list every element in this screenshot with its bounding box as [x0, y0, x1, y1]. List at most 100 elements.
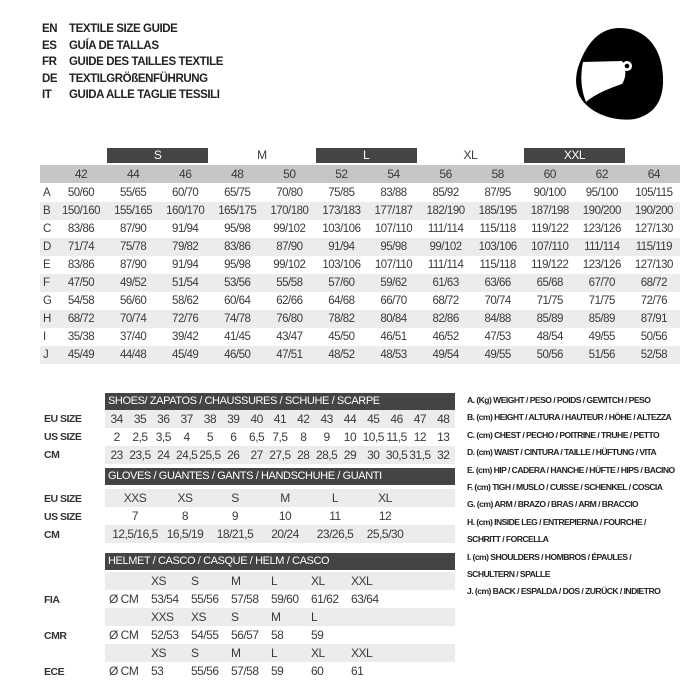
table-cell: 115/119: [635, 241, 673, 253]
table-cell: 74/78: [224, 313, 251, 325]
table-cell: 48/52: [328, 349, 355, 361]
table-cell: 99/102: [273, 259, 306, 271]
table-cell: 84/88: [484, 313, 512, 325]
shoe-cell: 45: [367, 412, 380, 426]
helmet-value: 63/64: [351, 592, 379, 606]
row-key: J: [43, 349, 49, 361]
table-cell: 119/122: [531, 223, 569, 235]
shoe-cell: 4: [183, 430, 191, 444]
size-group-xxl: XXL: [523, 148, 626, 163]
row-key: B: [43, 205, 51, 217]
helmet-value-row: Ø CM 53 55/56 57/58 59 60 61: [105, 662, 455, 680]
table-cell: 60/64: [224, 295, 251, 307]
shoe-cell: 10: [343, 430, 357, 444]
title-de: DE TEXTILGRÖßENFÜHRUNG: [42, 71, 223, 88]
table-cell: 47/50: [67, 277, 95, 289]
helmet-size: XS: [151, 646, 167, 660]
legend-item: SCHULTERN / SPALLE: [467, 569, 550, 580]
legend-item: SCHRITT / FORCELLA: [467, 534, 549, 545]
title-text: TEXTILE SIZE GUIDE: [69, 23, 178, 35]
size-group-l: L: [315, 148, 417, 163]
glove-cell: M: [280, 491, 290, 505]
table-cell: 99/102: [273, 223, 306, 235]
size-number: 46: [179, 167, 192, 181]
shoe-cell: 42: [297, 412, 310, 426]
table-cell: 50/56: [640, 331, 668, 343]
table-cell: 83/88: [380, 187, 407, 199]
table-cell: 103/106: [322, 223, 361, 235]
legend-item: H. (cm) INSIDE LEG / ENTREPIERNA / FOURC…: [467, 516, 646, 527]
shoe-cell: 9: [323, 430, 331, 444]
legend-item: J. (cm) BACK / ESPALDA / DOS / ZURÜCK / …: [467, 586, 661, 597]
table-cell: 49/54: [432, 349, 459, 361]
table-cell: 107/110: [374, 259, 413, 271]
legend-item: E. (cm) HIP / CADERA / HANCHE / HÜFTE / …: [467, 464, 675, 475]
table-cell: 170/180: [270, 205, 309, 217]
table-cell: 45/50: [328, 331, 355, 343]
table-cell: 103/106: [322, 259, 361, 271]
table-cell: 47/53: [484, 331, 512, 343]
table-cell: 50/56: [536, 349, 564, 361]
table-cell: 51/54: [172, 277, 199, 289]
table-cell: 111/114: [584, 241, 620, 253]
table-cell: 58/62: [172, 295, 199, 307]
row-label: CM: [44, 449, 60, 461]
table-cell: 70/74: [119, 313, 147, 325]
gloves-header: GLOVES / GUANTES / GANTS / HANDSCHUHE / …: [105, 468, 455, 485]
shoe-cell: 6,5: [249, 430, 265, 444]
helmet-size: XXL: [351, 646, 373, 660]
table-cell: 182/190: [426, 205, 466, 217]
row-key: I: [43, 331, 46, 343]
table-cell: 75/78: [119, 241, 147, 253]
row-label: EU SIZE: [44, 413, 82, 425]
table-cell: 41/45: [224, 331, 251, 343]
helmet-value: 59: [271, 664, 284, 678]
table-cell: 87/90: [119, 223, 147, 235]
table-cell: 57/60: [328, 277, 355, 289]
shoe-cell: 13: [437, 430, 450, 444]
row-key: D: [43, 241, 51, 253]
shoe-cell: 48: [437, 412, 450, 426]
legend-item: G. (cm) ARM / BRAZO / BRAS / ARM / BRACC…: [467, 499, 639, 510]
helmet-value: 61: [351, 664, 364, 678]
table-cell: 61/63: [432, 277, 459, 289]
size-number: 42: [74, 167, 88, 181]
table-cell: 127/130: [634, 223, 674, 235]
table-cell: 82/86: [432, 313, 459, 325]
shoe-cell: 28: [297, 448, 310, 462]
helmet-value: 60: [311, 664, 324, 678]
lang-code: ES: [42, 39, 57, 52]
table-cell: 49/55: [588, 331, 616, 343]
shoe-cell: 38: [203, 412, 217, 426]
helmet-value: 53/54: [151, 592, 179, 606]
table-cell: 187/198: [530, 205, 570, 217]
title-it: IT GUIDA ALLE TAGLIE TESSILI: [42, 87, 223, 104]
table-cell: 76/80: [276, 313, 303, 325]
shoe-cell: 6: [230, 430, 237, 444]
table-cell: 65/68: [536, 277, 564, 289]
table-cell: 70/80: [276, 187, 303, 199]
row-label: CM: [44, 529, 60, 541]
table-cell: 90/100: [533, 187, 567, 199]
shoe-cell: 24: [157, 448, 170, 462]
table-cell: 155/165: [114, 205, 153, 217]
table-cell: 35/38: [67, 331, 95, 343]
table-cell: 190/200: [634, 205, 674, 217]
lang-code: FR: [42, 56, 57, 68]
shoe-cell: 41: [273, 412, 287, 426]
shoe-cell: 25,5: [199, 448, 221, 462]
size-group-m: M: [257, 148, 267, 162]
shoe-cell: 2,5: [132, 430, 148, 444]
helmet-value: 57/58: [231, 592, 259, 606]
helmet-value: 53: [151, 664, 164, 678]
table-cell: 95/98: [224, 223, 251, 235]
title-text: GUÍA DE TALLAS: [69, 39, 159, 52]
table-cell: 95/100: [585, 187, 619, 199]
table-row: I 35/38 37/40 39/42 41/45 43/47 45/50 46/51 46/5…: [40, 328, 680, 346]
glove-cell: XL: [378, 491, 392, 505]
table-cell: 63/66: [484, 277, 512, 289]
row-key: E: [43, 259, 51, 271]
size-group-s: S: [107, 148, 209, 163]
lang-code: IT: [42, 89, 52, 101]
table-cell: 68/72: [432, 295, 459, 307]
